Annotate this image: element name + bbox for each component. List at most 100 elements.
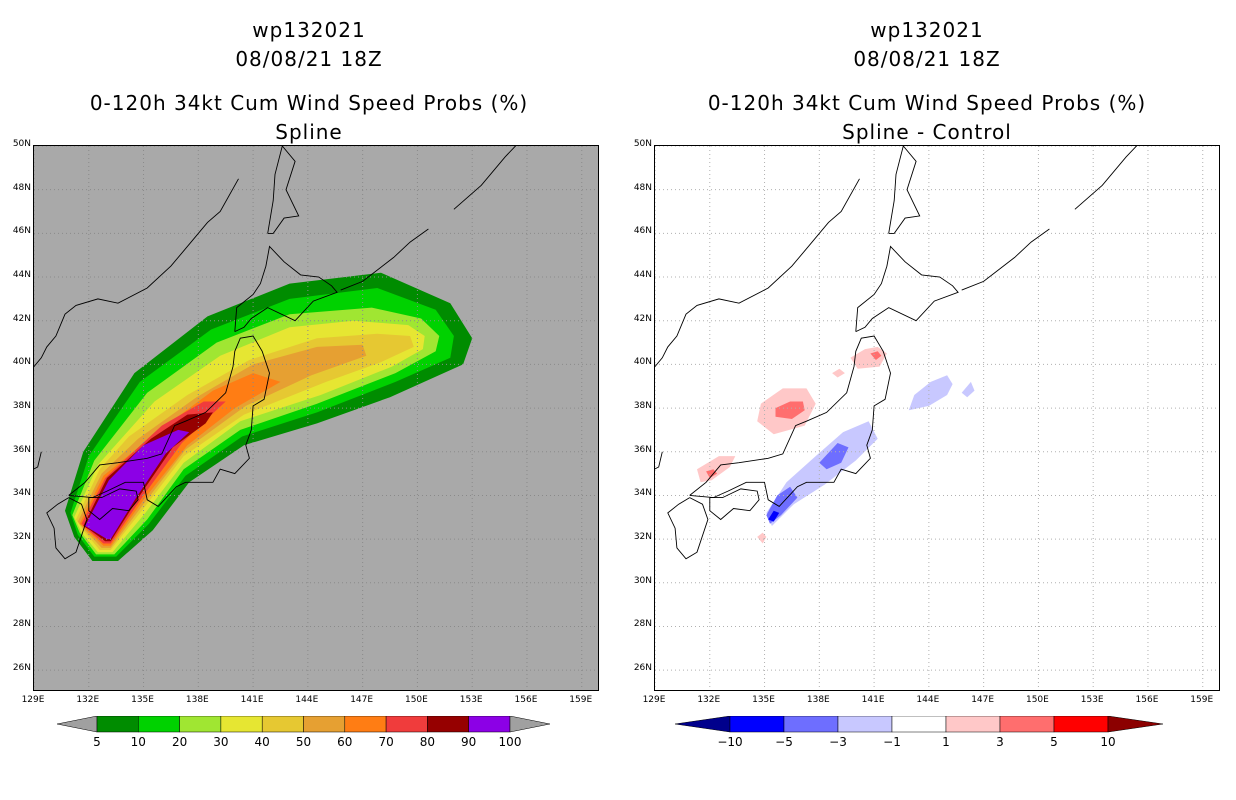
lon-tick-label: 159E — [569, 695, 593, 705]
lon-tick-label: 135E — [752, 695, 775, 705]
coastline-7 — [961, 228, 1050, 291]
lon-tick-label: 144E — [295, 695, 319, 705]
lat-tick-label: 44N — [633, 270, 652, 281]
lat-tick-label: 30N — [12, 575, 31, 586]
lat-tick-label: 42N — [12, 313, 31, 324]
left-panel: wp132021 08/08/21 18Z 0-120h 34kt Cum Wi… — [0, 16, 618, 756]
lon-tick-label: 156E — [1135, 695, 1159, 705]
colorbar-tick-label: 80 — [419, 735, 436, 749]
lon-tick-label: 156E — [514, 695, 538, 705]
colorbar-swatch-9 — [427, 715, 469, 733]
colorbar-swatch-4 — [891, 715, 947, 733]
coastline-1 — [88, 488, 139, 521]
lat-tick-label: 34N — [633, 488, 652, 499]
lat-tick-label: 26N — [633, 663, 652, 674]
colorbar-swatch-2 — [783, 715, 839, 733]
colorbar-tick-label: 30 — [213, 735, 229, 749]
lon-tick-label: 138E — [185, 695, 209, 705]
lon-tick-label: 132E — [76, 695, 100, 705]
lon-tick-label: 132E — [697, 695, 721, 705]
right-chart-title: 0-120h 34kt Cum Wind Speed Probs (%) — [707, 91, 1147, 115]
coastline-0 — [46, 497, 88, 560]
left-chart-subtitle: Spline — [275, 120, 343, 144]
colorbar-svg — [674, 715, 1164, 733]
lat-tick-label: 36N — [633, 444, 652, 455]
colorbar-svg — [56, 715, 551, 733]
coastline-6 — [34, 451, 42, 470]
left-title-block: wp132021 08/08/21 18Z 0-120h 34kt Cum Wi… — [0, 16, 618, 147]
colorbar-swatch-1 — [729, 715, 785, 733]
lat-tick-label: 48N — [12, 182, 31, 193]
colorbar-tick-label: 1 — [942, 735, 950, 749]
lon-tick-label: 153E — [459, 695, 483, 705]
lat-tick-label: 50N — [633, 139, 652, 149]
colorbar-low-arrow — [56, 715, 98, 733]
lat-tick-label: 28N — [633, 619, 652, 630]
lat-tick-label: 48N — [633, 182, 652, 193]
contour-4-level-1 — [832, 368, 845, 378]
colorbar-tick-label: −3 — [829, 735, 847, 749]
coastline-1 — [709, 488, 760, 521]
colorbar-swatch-1 — [96, 715, 139, 733]
colorbar-tick-label: 5 — [1050, 735, 1058, 749]
contour-13-level-neg5 — [768, 510, 780, 522]
lat-tick-label: 38N — [12, 401, 31, 412]
right-panel: wp132021 08/08/21 18Z 0-120h 34kt Cum Wi… — [618, 0, 1236, 800]
colorbar-swatch-4 — [220, 715, 263, 733]
contour-12-level-neg3 — [819, 443, 849, 470]
lat-tick-label: 46N — [12, 226, 31, 237]
coastline-2 — [689, 335, 891, 507]
contour-5-level-1 — [697, 456, 736, 483]
lon-tick-label: 147E — [350, 695, 374, 705]
lon-tick-label: 135E — [131, 695, 154, 705]
map-svg — [655, 146, 1219, 690]
lat-tick-label: 44N — [12, 270, 31, 281]
right-title-block: wp132021 08/08/21 18Z 0-120h 34kt Cum Wi… — [618, 16, 1236, 147]
right-storm-id: wp132021 — [870, 18, 984, 42]
colorbar-tick-label: 100 — [498, 735, 522, 749]
colorbar-swatch-10 — [468, 715, 511, 733]
contour-6-level-3 — [706, 469, 718, 478]
coastline-6 — [655, 451, 663, 470]
lat-tick-label: 30N — [633, 575, 652, 586]
lat-tick-label: 32N — [12, 532, 31, 543]
colorbar-swatch-7 — [1053, 715, 1109, 733]
lat-tick-label: 46N — [633, 226, 652, 237]
colorbar-tick-label: 50 — [295, 735, 312, 749]
colorbar-tick-label: 60 — [337, 735, 353, 749]
coastline-8 — [1074, 146, 1138, 210]
colorbar-tick-label: 5 — [93, 735, 101, 749]
map-svg — [34, 146, 598, 690]
coastline-2 — [68, 335, 270, 507]
colorbar-tick-label: 10 — [130, 735, 146, 749]
right-map — [654, 145, 1220, 691]
right-colorbar: −10 −5 −3 −1 1 3 5 10 — [674, 715, 1164, 756]
lat-tick-label: 32N — [633, 532, 652, 543]
lat-tick-label: 42N — [633, 313, 652, 324]
lat-tick-label: 34N — [12, 488, 31, 499]
colorbar-swatch-6 — [999, 715, 1055, 733]
lon-tick-label: 150E — [1025, 695, 1049, 705]
lat-tick-label: 26N — [12, 663, 31, 674]
colorbar-tick-label: 70 — [378, 735, 394, 749]
coastline-0 — [667, 497, 709, 560]
contour-9-level-90 — [85, 429, 190, 540]
lon-tick-label: 129E — [21, 695, 45, 705]
colorbar-swatch-3 — [179, 715, 222, 733]
left-map — [33, 145, 599, 691]
left-colorbar: 5 10 20 30 40 50 60 70 80 90 100 — [56, 715, 551, 756]
lon-tick-label: 144E — [916, 695, 940, 705]
contour-1-level-3 — [775, 401, 805, 419]
colorbar-tick-label: 10 — [1100, 735, 1116, 749]
left-date: 08/08/21 18Z — [235, 47, 383, 71]
lat-tick-label: 36N — [12, 444, 31, 455]
lat-tick-label: 40N — [12, 357, 31, 368]
coastline-7 — [340, 228, 429, 291]
lon-tick-label: 147E — [971, 695, 995, 705]
coastline-8 — [453, 146, 517, 210]
colorbar-tick-label: −5 — [775, 735, 793, 749]
colorbar-tick-label: −10 — [717, 735, 743, 749]
lon-tick-label: 138E — [806, 695, 830, 705]
colorbar-swatch-3 — [837, 715, 893, 733]
colorbar-swatch-8 — [385, 715, 428, 733]
